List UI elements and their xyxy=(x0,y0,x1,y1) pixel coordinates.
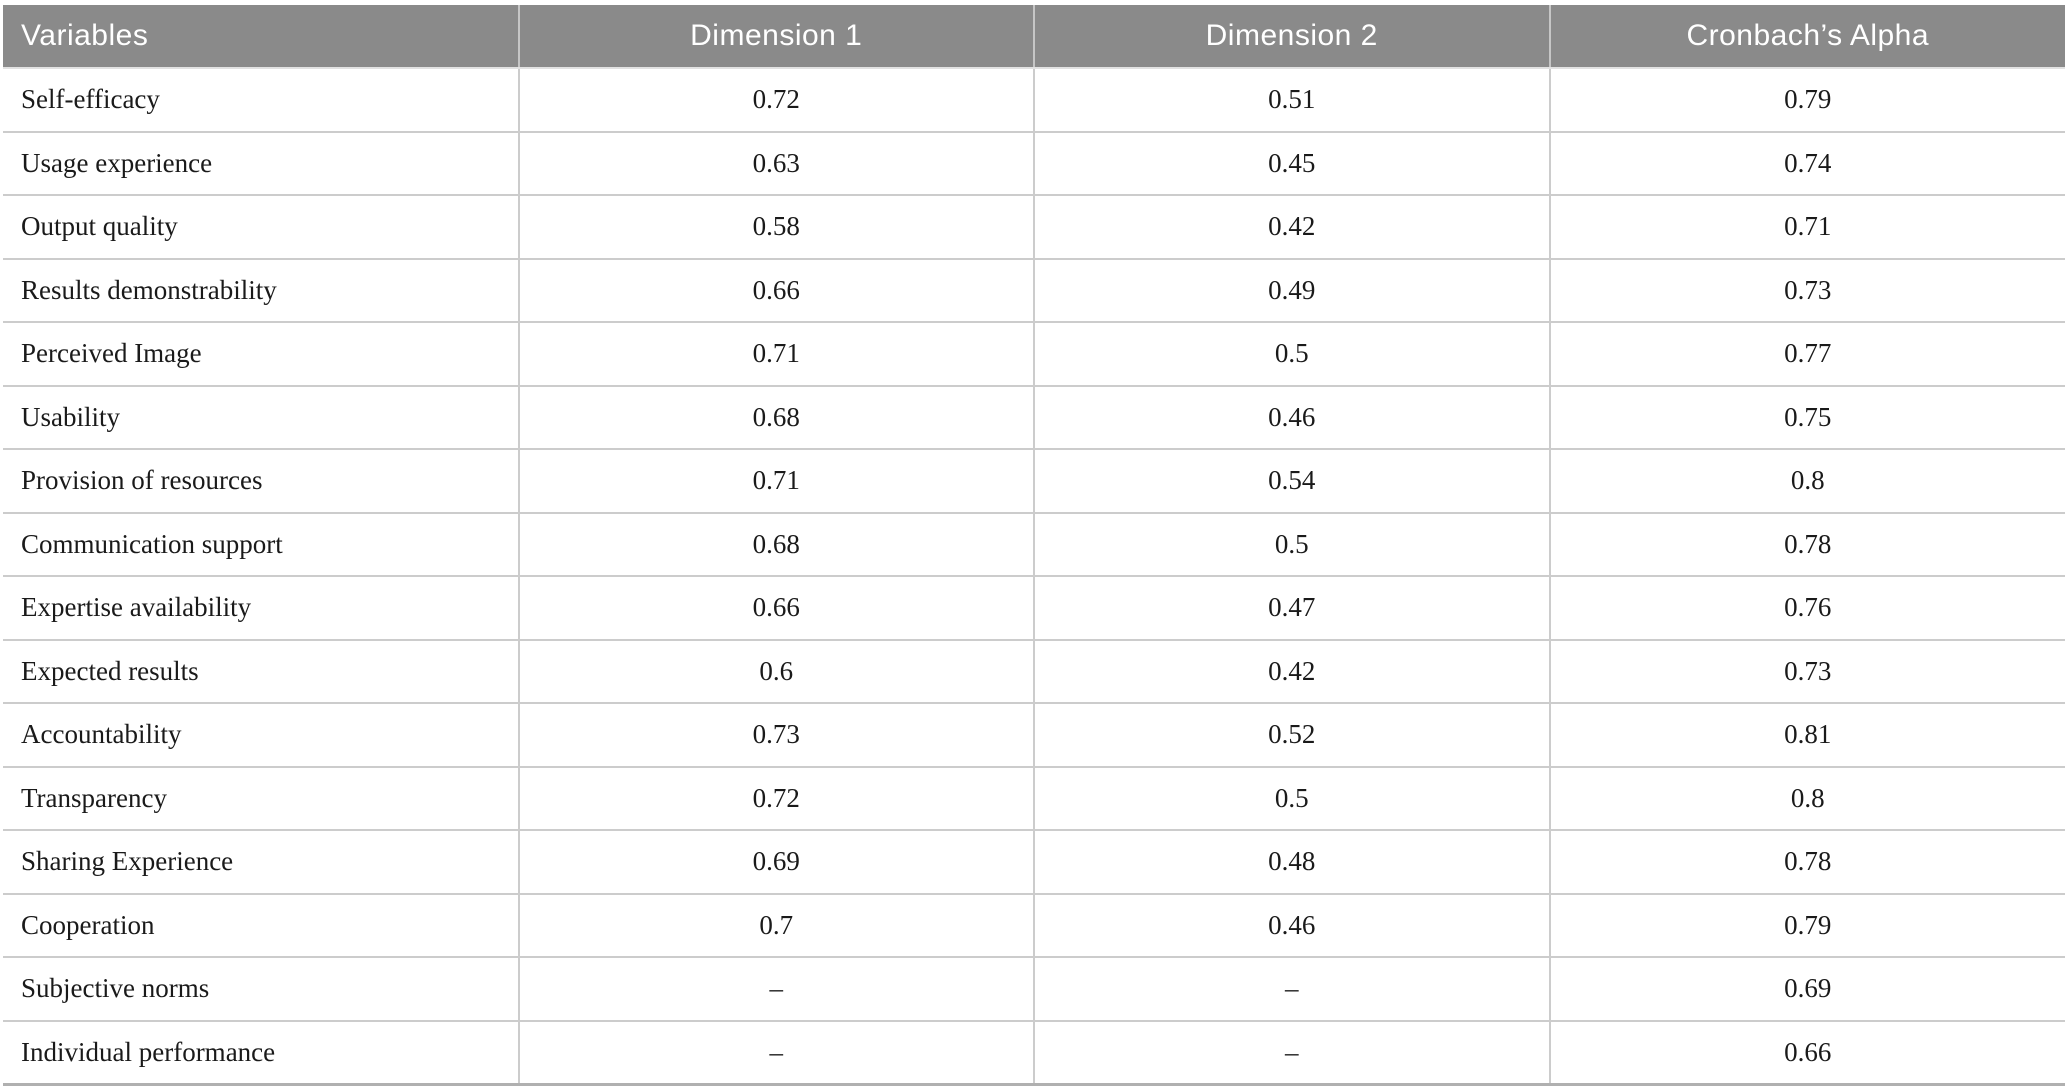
column-header-dimension-1: Dimension 1 xyxy=(517,5,1034,69)
table-row: Usability 0.68 0.46 0.75 xyxy=(3,384,2065,449)
table-row: Transparency 0.72 0.5 0.8 xyxy=(3,765,2065,830)
table-row: Output quality 0.58 0.42 0.71 xyxy=(3,194,2065,259)
value-cell: – xyxy=(1033,1019,1550,1086)
value-cell: 0.72 xyxy=(517,68,1034,132)
value-cell: 0.49 xyxy=(1033,257,1550,322)
value-cell: 0.71 xyxy=(1548,194,2065,259)
value-cell: 0.46 xyxy=(1033,892,1550,957)
value-cell: 0.66 xyxy=(1548,1019,2065,1086)
row-label-cell: Expertise availability xyxy=(3,575,519,640)
value-cell: – xyxy=(1033,956,1550,1021)
row-label-cell: Subjective norms xyxy=(3,956,519,1021)
value-cell: 0.8 xyxy=(1548,448,2065,513)
row-label-cell: Perceived Image xyxy=(3,321,519,386)
value-cell: 0.78 xyxy=(1548,511,2065,576)
value-cell: 0.6 xyxy=(517,638,1034,703)
value-cell: 0.73 xyxy=(1548,638,2065,703)
table-row: Subjective norms – –0.69 xyxy=(3,956,2065,1021)
table-header: Variables Dimension 1 Dimension 2 Cronba… xyxy=(3,5,2065,69)
value-cell: 0.68 xyxy=(517,511,1034,576)
table-row: Accountability 0.73 0.52 0.81 xyxy=(3,702,2065,767)
row-label-cell: Usage experience xyxy=(3,130,519,195)
table-row: Cooperation 0.7 0.46 0.79 xyxy=(3,892,2065,957)
header-row: Variables Dimension 1 Dimension 2 Cronba… xyxy=(3,5,2065,69)
value-cell: 0.42 xyxy=(1033,638,1550,703)
value-cell: – xyxy=(517,1019,1034,1086)
value-cell: 0.66 xyxy=(517,257,1034,322)
table-row: Provision of resources 0.71 0.54 0.8 xyxy=(3,448,2065,513)
value-cell: 0.42 xyxy=(1033,194,1550,259)
row-label-cell: Self-efficacy xyxy=(3,68,519,132)
table-row: Sharing Experience 0.69 0.48 0.78 xyxy=(3,829,2065,894)
row-label-cell: Sharing Experience xyxy=(3,829,519,894)
value-cell: 0.74 xyxy=(1548,130,2065,195)
value-cell: 0.76 xyxy=(1548,575,2065,640)
table-row: Expected results 0.6 0.42 0.73 xyxy=(3,638,2065,703)
value-cell: 0.52 xyxy=(1033,702,1550,767)
value-cell: 0.63 xyxy=(517,130,1034,195)
value-cell: 0.79 xyxy=(1548,68,2065,132)
variables-reliability-table: Variables Dimension 1 Dimension 2 Cronba… xyxy=(3,5,2065,1086)
row-label-cell: Transparency xyxy=(3,765,519,830)
value-cell: 0.71 xyxy=(517,321,1034,386)
value-cell: 0.69 xyxy=(1548,956,2065,1021)
value-cell: 0.69 xyxy=(517,829,1034,894)
row-label-cell: Accountability xyxy=(3,702,519,767)
value-cell: 0.75 xyxy=(1548,384,2065,449)
value-cell: 0.71 xyxy=(517,448,1034,513)
table-row: Usage experience 0.63 0.45 0.74 xyxy=(3,130,2065,195)
value-cell: 0.46 xyxy=(1033,384,1550,449)
value-cell: 0.54 xyxy=(1033,448,1550,513)
column-header-dimension-2: Dimension 2 xyxy=(1033,5,1550,69)
row-label-cell: Individual performance xyxy=(3,1019,519,1086)
table-row: Perceived Image 0.71 0.5 0.77 xyxy=(3,321,2065,386)
value-cell: – xyxy=(517,956,1034,1021)
value-cell: 0.8 xyxy=(1548,765,2065,830)
value-cell: 0.66 xyxy=(517,575,1034,640)
row-label-cell: Provision of resources xyxy=(3,448,519,513)
value-cell: 0.47 xyxy=(1033,575,1550,640)
value-cell: 0.51 xyxy=(1033,68,1550,132)
table-row: Self-efficacy 0.72 0.51 0.79 xyxy=(3,68,2065,132)
value-cell: 0.72 xyxy=(517,765,1034,830)
value-cell: 0.77 xyxy=(1548,321,2065,386)
value-cell: 0.81 xyxy=(1548,702,2065,767)
value-cell: 0.78 xyxy=(1548,829,2065,894)
value-cell: 0.5 xyxy=(1033,321,1550,386)
row-label-cell: Output quality xyxy=(3,194,519,259)
value-cell: 0.73 xyxy=(517,702,1034,767)
table-row: Results demonstrability 0.66 0.49 0.73 xyxy=(3,257,2065,322)
value-cell: 0.48 xyxy=(1033,829,1550,894)
row-label-cell: Communication support xyxy=(3,511,519,576)
value-cell: 0.45 xyxy=(1033,130,1550,195)
table-row: Expertise availability 0.66 0.47 0.76 xyxy=(3,575,2065,640)
data-table: Variables Dimension 1 Dimension 2 Cronba… xyxy=(3,5,2065,1086)
table-row: Communication support 0.68 0.5 0.78 xyxy=(3,511,2065,576)
table-body: Self-efficacy 0.72 0.51 0.79 Usage experienc… xyxy=(3,68,2065,1086)
column-header-cronbachs-alpha: Cronbach’s Alpha xyxy=(1548,5,2065,69)
value-cell: 0.7 xyxy=(517,892,1034,957)
value-cell: 0.5 xyxy=(1033,765,1550,830)
row-label-cell: Usability xyxy=(3,384,519,449)
value-cell: 0.79 xyxy=(1548,892,2065,957)
row-label-cell: Cooperation xyxy=(3,892,519,957)
value-cell: 0.58 xyxy=(517,194,1034,259)
value-cell: 0.73 xyxy=(1548,257,2065,322)
table-row: Individual performance – –0.66 xyxy=(3,1019,2065,1086)
column-header-variables: Variables xyxy=(3,5,519,69)
value-cell: 0.68 xyxy=(517,384,1034,449)
row-label-cell: Expected results xyxy=(3,638,519,703)
value-cell: 0.5 xyxy=(1033,511,1550,576)
row-label-cell: Results demonstrability xyxy=(3,257,519,322)
